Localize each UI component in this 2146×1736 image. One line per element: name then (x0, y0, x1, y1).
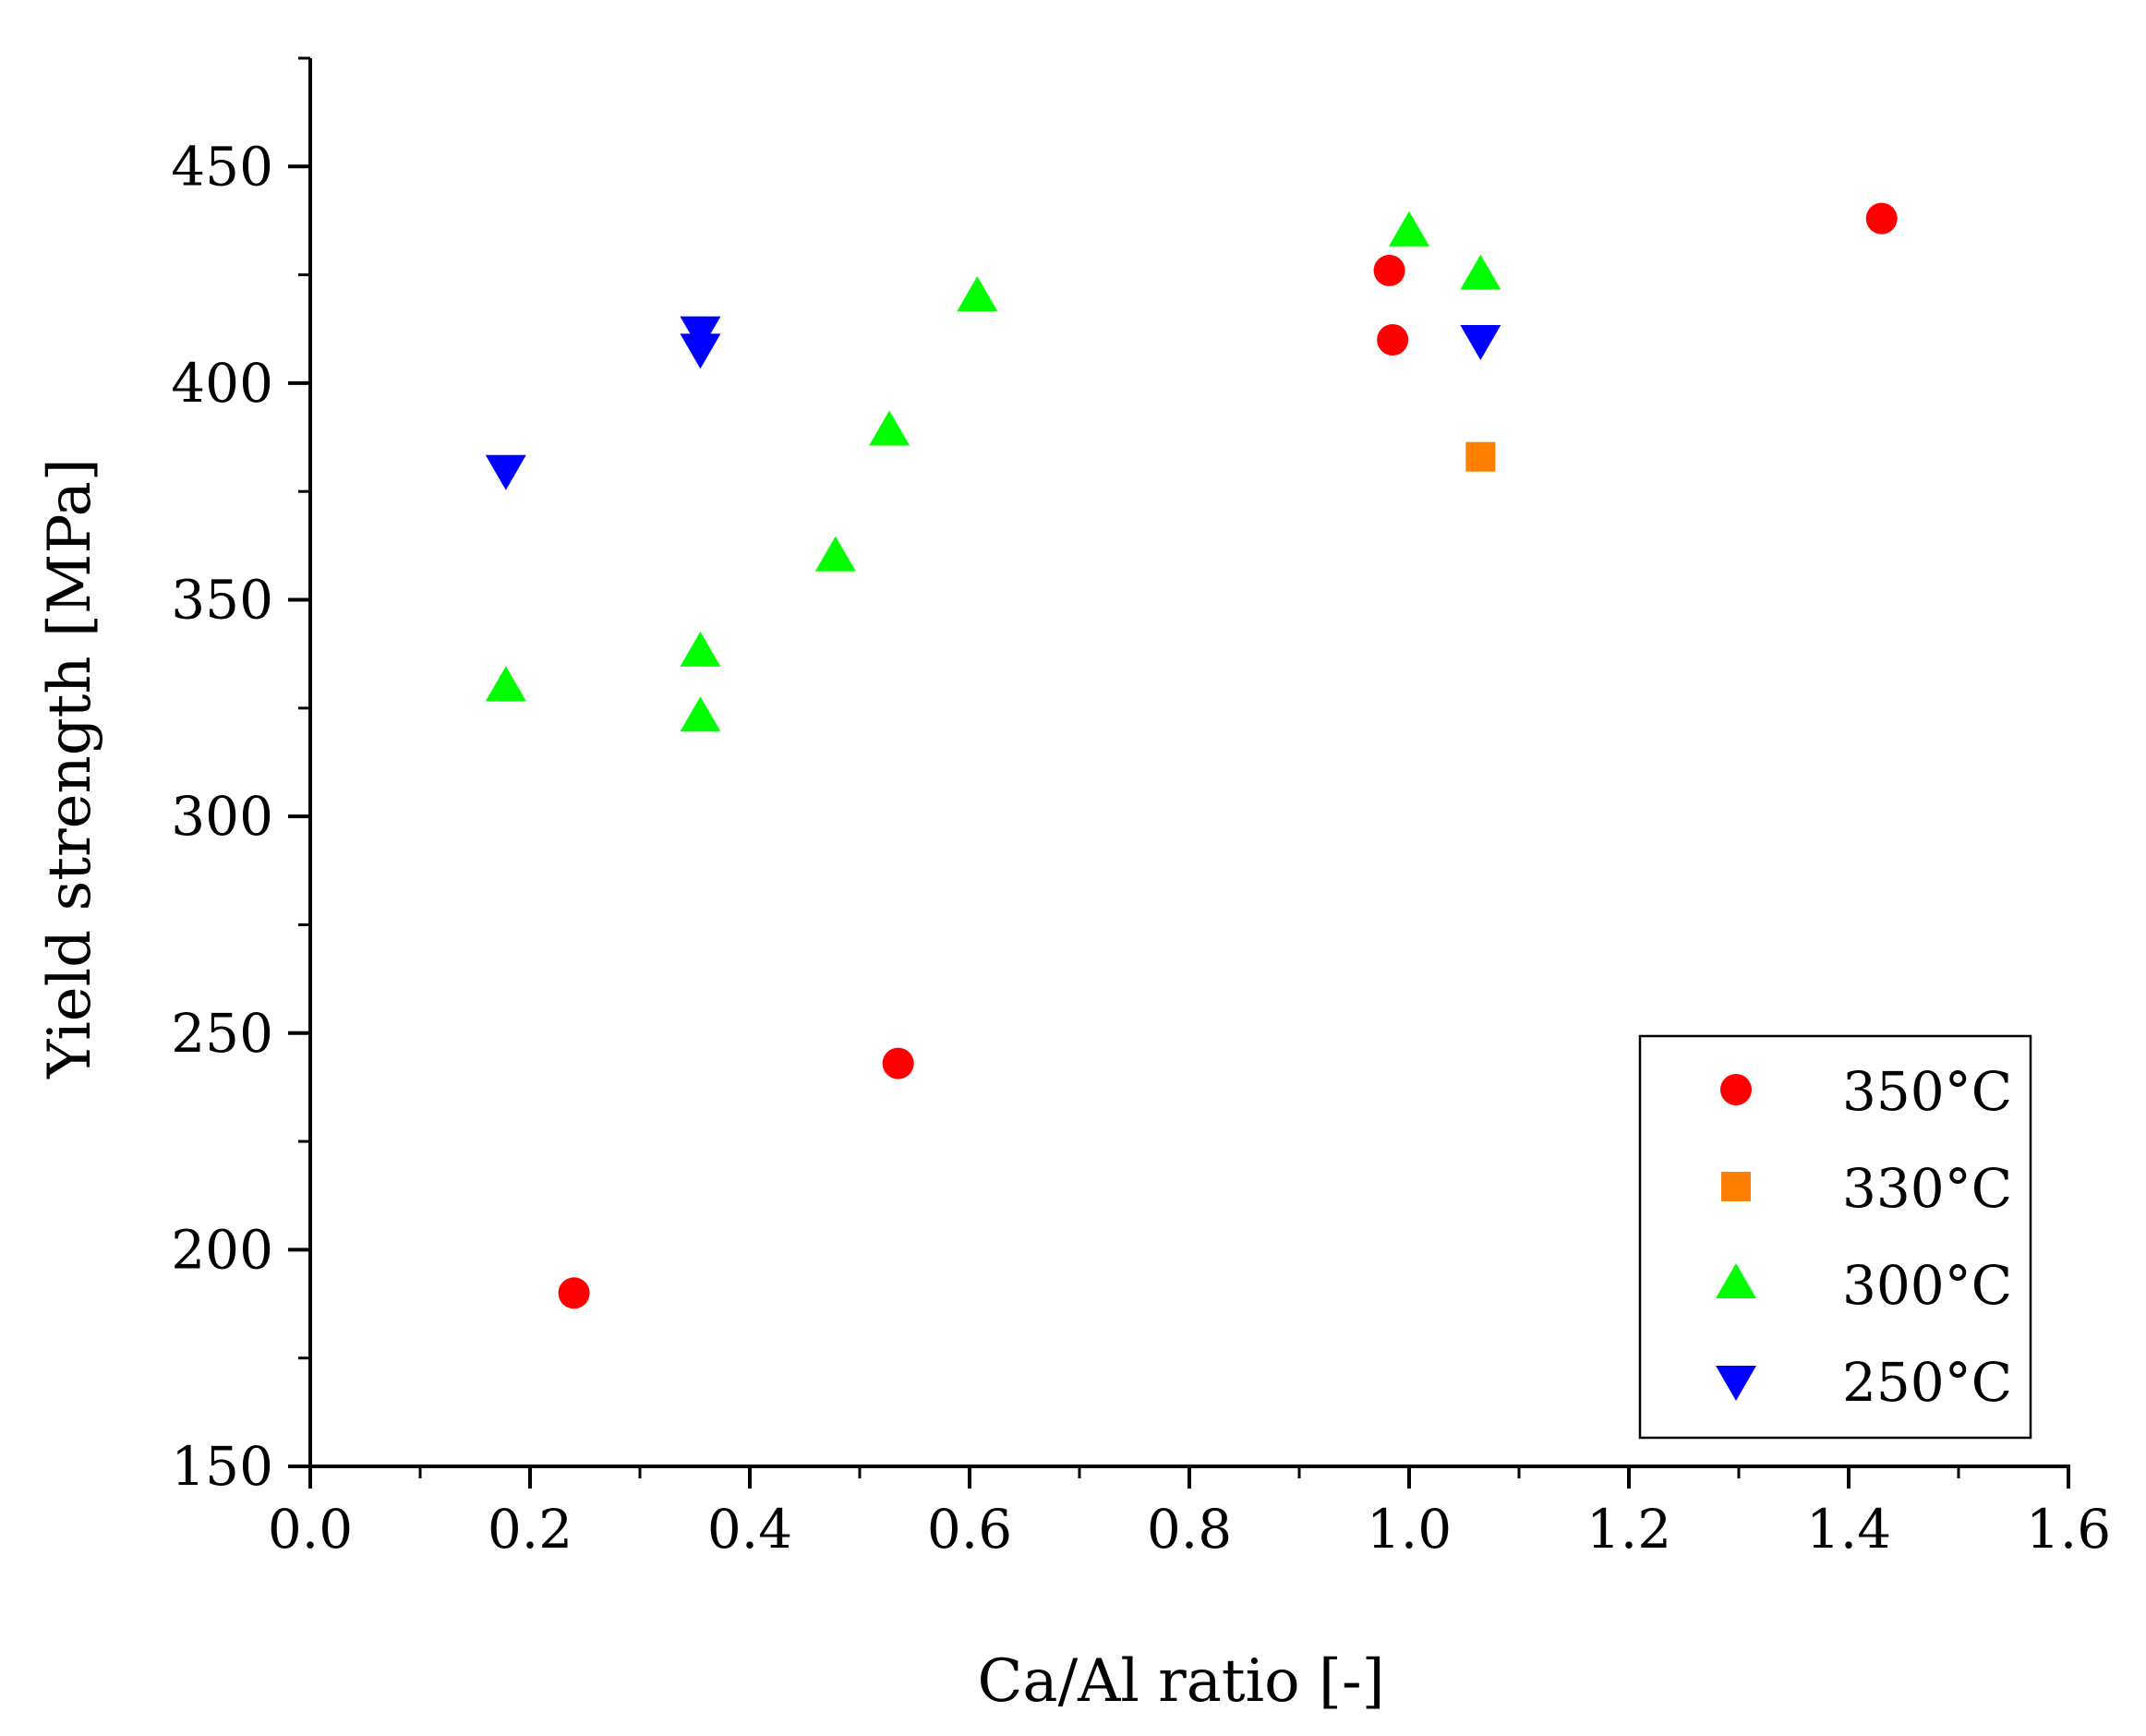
data-points (485, 202, 1898, 1309)
data-point (957, 276, 998, 312)
y-tick-label: 350 (171, 569, 273, 632)
x-tick-label: 0.8 (1147, 1498, 1232, 1561)
x-tick-label: 0.6 (927, 1498, 1012, 1561)
legend-marker (1716, 1263, 1756, 1298)
data-point (485, 666, 526, 702)
data-point (1865, 202, 1898, 235)
x-axis-title: Ca/Al ratio [-] (977, 1647, 1384, 1716)
legend-label: 330°C (1842, 1157, 2012, 1220)
y-tick-label: 250 (171, 1002, 273, 1065)
data-point (485, 454, 526, 490)
x-tick-label: 0.4 (707, 1498, 792, 1561)
x-tick-labels: 0.0 0.2 0.4 0.6 0.8 1.0 1.2 1.4 1.6 (268, 1498, 2111, 1561)
x-tick-label: 0.2 (488, 1498, 573, 1561)
y-tick-labels: 150 200 250 300 350 400 450 (171, 135, 273, 1498)
legend: 350°C 330°C 300°C 250°C (1638, 1034, 2032, 1440)
legend-marker (1721, 1172, 1751, 1201)
legend-marker (1720, 1074, 1752, 1105)
x-tick-label: 1.6 (2026, 1498, 2111, 1561)
data-point (869, 410, 910, 446)
data-point (1377, 324, 1409, 356)
y-tick-label: 300 (171, 785, 273, 848)
data-point (680, 631, 721, 667)
legend-label: 250°C (1842, 1351, 2012, 1414)
data-point (1389, 211, 1429, 247)
data-point (680, 696, 721, 732)
x-tick-label: 1.2 (1586, 1498, 1671, 1561)
x-tick-label: 1.0 (1367, 1498, 1452, 1561)
data-point (1373, 254, 1405, 286)
legend-box (1638, 1034, 2032, 1440)
x-tick-label: 0.0 (268, 1498, 353, 1561)
legend-label: 300°C (1842, 1254, 2012, 1317)
y-axis-title: Yield strength [MPa] (36, 458, 104, 1079)
y-tick-label: 450 (171, 135, 273, 198)
y-tick-label: 400 (171, 352, 273, 415)
data-point (558, 1277, 590, 1309)
data-point (1465, 441, 1496, 472)
legend-label: 350°C (1842, 1060, 2012, 1123)
x-tick-label: 1.4 (1806, 1498, 1891, 1561)
data-point (814, 536, 856, 572)
y-tick-label: 200 (171, 1218, 273, 1281)
y-tick-label: 150 (171, 1435, 273, 1498)
axis-ticks (288, 56, 2070, 1489)
data-point (680, 333, 721, 369)
data-point (1460, 325, 1501, 360)
legend-marker (1716, 1366, 1756, 1401)
data-point (882, 1047, 914, 1079)
data-point (1460, 254, 1501, 290)
